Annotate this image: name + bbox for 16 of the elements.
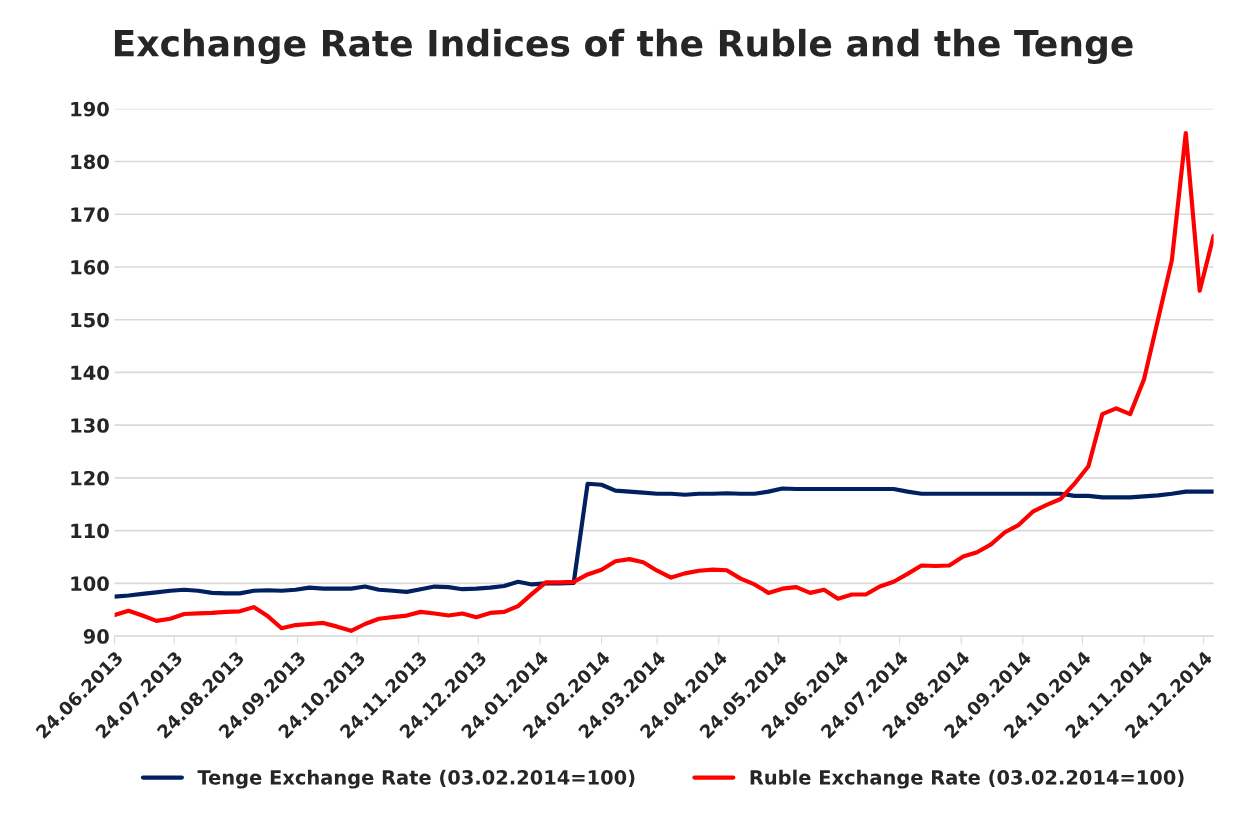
legend-label: Ruble Exchange Rate (03.02.2014=100) [750, 769, 1184, 789]
legend-label: Tenge Exchange Rate (03.02.2014=100) [197, 769, 635, 789]
y-tick-label: 120 [71, 470, 109, 486]
y-tick-label: 110 [71, 523, 109, 539]
line-series [114, 481, 1214, 599]
y-tick-label: 190 [71, 101, 109, 117]
y-tick-label: 130 [71, 418, 109, 433]
chart-title: Exchange Rate Indices of the Ruble and the Tenge [114, 28, 1133, 65]
y-tick-label: 150 [71, 312, 109, 328]
y-tick-label: 90 [83, 629, 109, 644]
y-tick-label: 170 [71, 207, 109, 222]
y-tick-label: 160 [71, 259, 109, 275]
y-tick-label: 100 [71, 576, 109, 592]
line-series [114, 130, 1214, 633]
y-tick-label: 180 [71, 154, 109, 170]
y-tick-label: 140 [71, 365, 109, 381]
